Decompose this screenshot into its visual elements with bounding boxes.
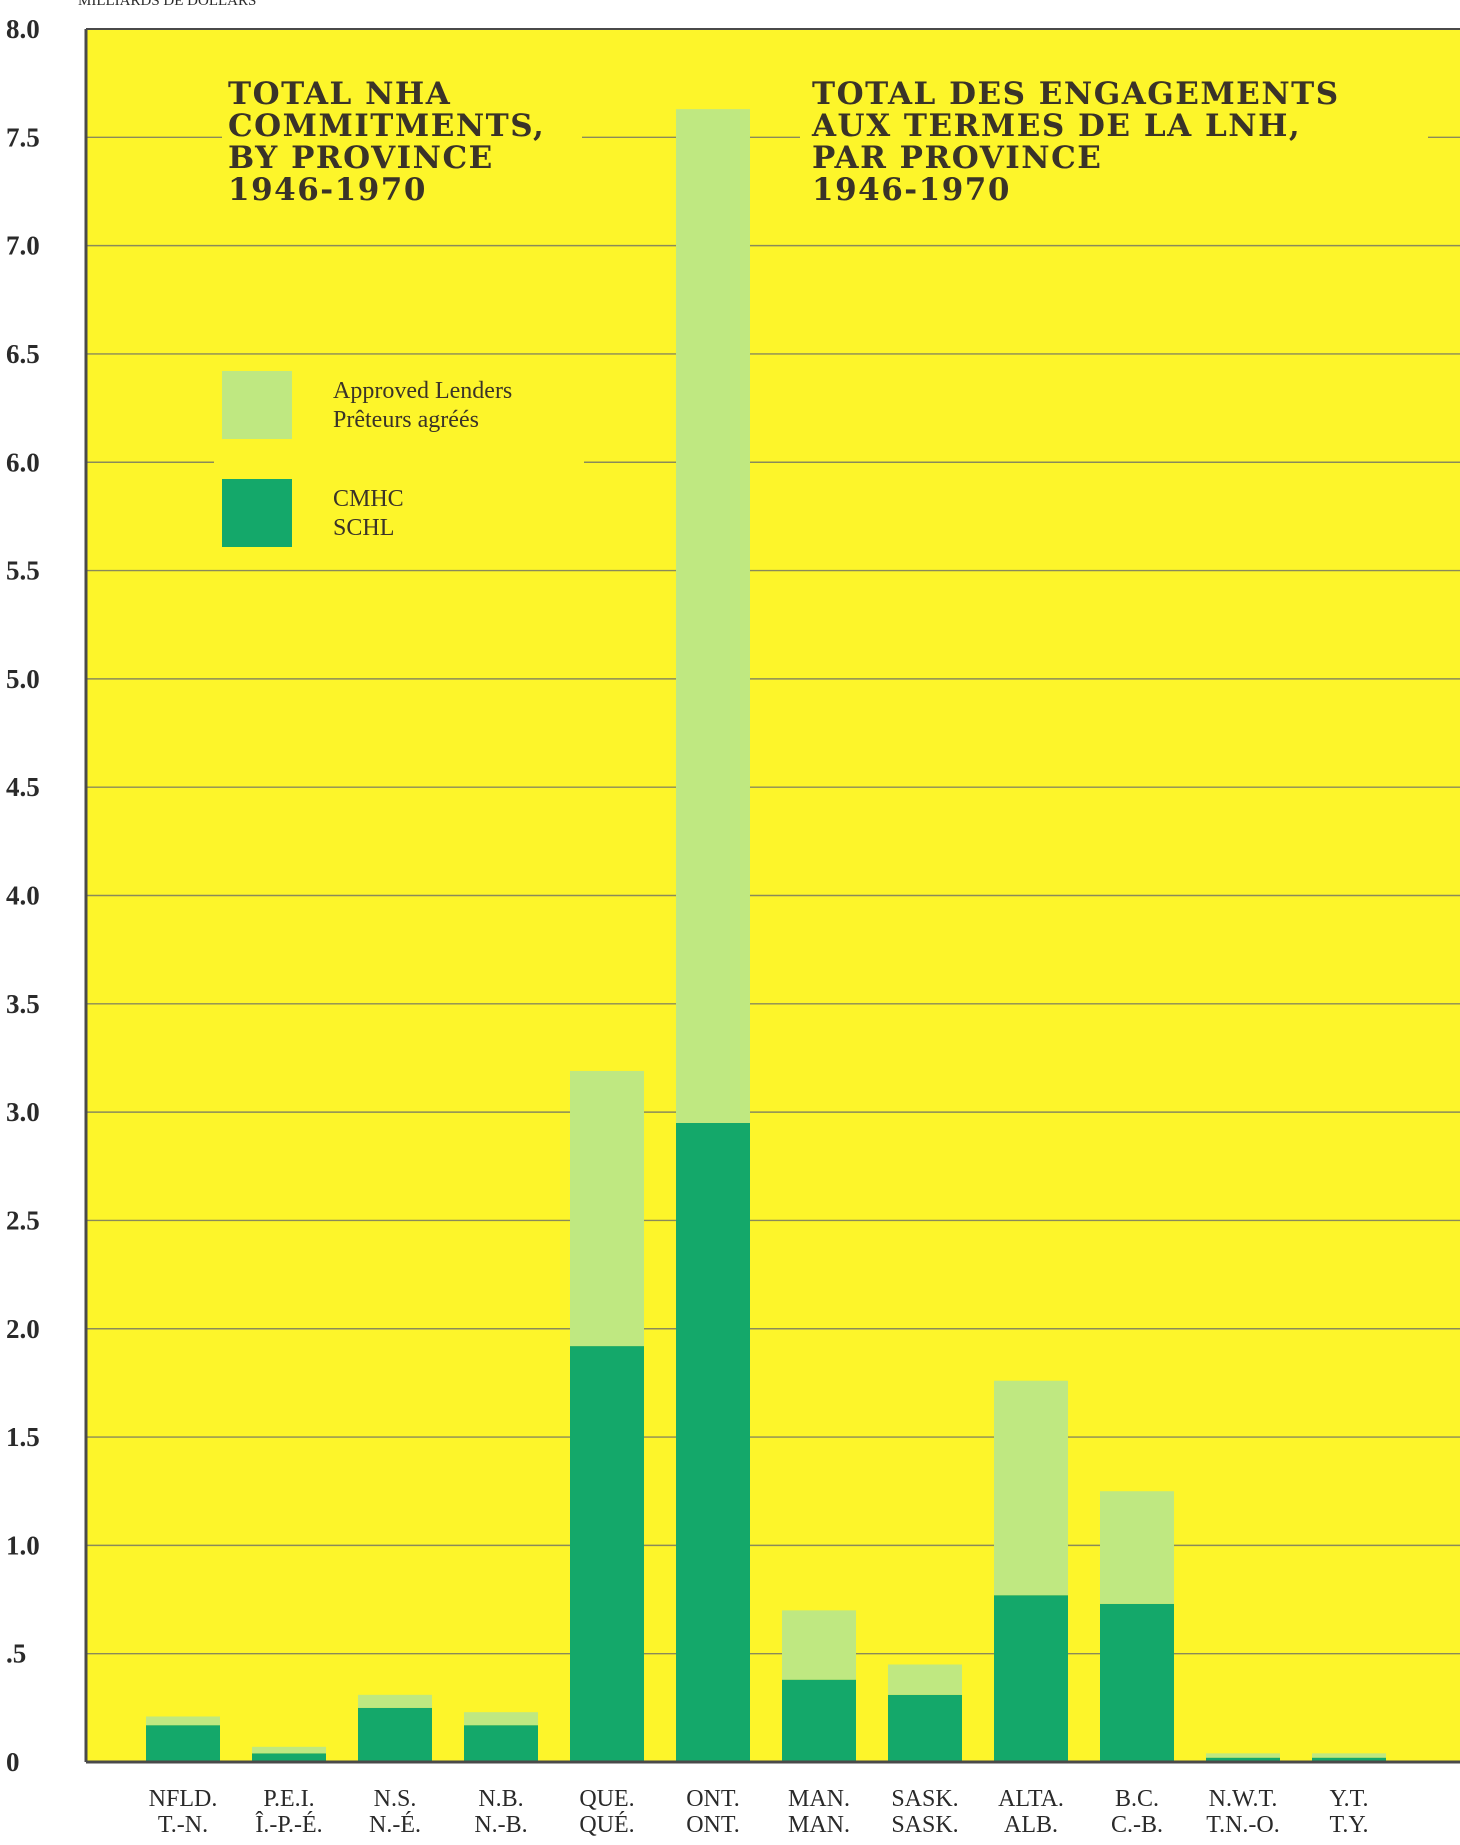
x-tick-label-sask: SASK.	[891, 1786, 958, 1812]
y-tick-label-6-0: 6.0	[6, 447, 40, 477]
x-tick-label-nfld: NFLD.	[149, 1786, 218, 1812]
x-tick-label-fr-sask: SASK.	[891, 1812, 958, 1838]
x-tick-label-n-b: N.B.	[478, 1786, 523, 1812]
y-tick-label-0-5: .5	[6, 1639, 26, 1669]
x-tick-label-man: MAN.	[788, 1786, 850, 1812]
x-tick-label-fr-man: MAN.	[788, 1812, 850, 1838]
bar-sask-approved-lenders	[888, 1664, 962, 1695]
title-english-line-1: TOTAL NHA	[228, 76, 451, 112]
x-tick-label-fr-que: QUÉ.	[579, 1812, 634, 1838]
x-tick-label-fr-alta: ALB.	[1004, 1812, 1058, 1838]
x-tick-label-y-t: Y.T.	[1329, 1786, 1368, 1812]
title-english-backing	[222, 74, 582, 214]
title-french-line-3: PAR PROVINCE	[812, 140, 1102, 176]
bar-n-b-approved-lenders	[464, 1712, 538, 1726]
title-french-line-1: TOTAL DES ENGAGEMENTS	[812, 76, 1340, 112]
bar-man-cmhc	[782, 1679, 856, 1762]
x-tick-label-p-e-i: P.E.I.	[263, 1786, 314, 1812]
bar-que-approved-lenders	[570, 1070, 644, 1347]
bar-p-e-i-cmhc	[252, 1753, 326, 1762]
x-tick-label-ont: ONT.	[686, 1786, 740, 1812]
bar-n-w-t-cmhc	[1206, 1757, 1280, 1762]
bar-n-s-approved-lenders	[358, 1694, 432, 1708]
y-tick-label-4-5: 4.5	[6, 772, 40, 802]
bar-que-cmhc	[570, 1346, 644, 1762]
x-tick-labels: NFLD.T.-N. P.E.I.Î.-P.-É. N.S.N.-É. N.B.N.-…	[149, 1786, 1369, 1838]
title-french-line-2: AUX TERMES DE LA LNH,	[811, 108, 1301, 144]
legend-label-cmhc-fr: SCHL	[333, 515, 394, 541]
bar-nfld-approved-lenders	[146, 1716, 220, 1726]
y-tick-label-1-0: 1.0	[6, 1530, 40, 1560]
bar-nfld-cmhc	[146, 1725, 220, 1762]
bar-alta-cmhc	[994, 1595, 1068, 1762]
bars	[146, 109, 1386, 1762]
x-tick-label-fr-p-e-i: Î.-P.-É.	[255, 1812, 322, 1838]
x-tick-label-fr-b-c: C.-B.	[1111, 1812, 1163, 1838]
y-tick-label-8-0: 8.0	[6, 14, 40, 44]
title-english: TOTAL NHA COMMITMENTS, BY PROVINCE 1946-…	[222, 74, 582, 214]
title-french-backing	[800, 74, 1428, 214]
y-tick-label-7-5: 7.5	[6, 122, 40, 152]
plot-frame	[84, 28, 1460, 1764]
x-tick-label-fr-n-s: N.-É.	[369, 1812, 421, 1838]
title-english-line-3: BY PROVINCE	[228, 140, 494, 176]
title-english-line-2: COMMITMENTS,	[228, 108, 545, 144]
x-tick-label-fr-n-b: N.-B.	[474, 1812, 527, 1838]
title-french-line-4: 1946-1970	[812, 172, 1011, 208]
legend-swatch-approved-lenders	[222, 371, 292, 439]
x-tick-label-n-w-t: N.W.T.	[1209, 1786, 1278, 1812]
gridlines	[86, 136, 1460, 1655]
y-tick-label-3-5: 3.5	[6, 989, 40, 1019]
legend-label-approved-lenders-en: Approved Lenders	[333, 378, 512, 404]
x-tick-label-b-c: B.C.	[1115, 1786, 1159, 1812]
y-tick-label-2-0: 2.0	[6, 1314, 40, 1344]
x-tick-label-n-s: N.S.	[374, 1786, 417, 1812]
x-tick-label-alta: ALTA.	[998, 1786, 1064, 1812]
x-tick-label-fr-y-t: T.Y.	[1329, 1812, 1368, 1838]
legend-label-approved-lenders-fr: Prêteurs agréés	[333, 407, 479, 433]
y-tick-label-1-5: 1.5	[6, 1422, 40, 1452]
x-tick-label-fr-nfld: T.-N.	[158, 1812, 208, 1838]
y-tick-label-5-5: 5.5	[6, 556, 40, 586]
y-tick-label-4-0: 4.0	[6, 881, 40, 911]
unit-label: MILLIARDS DE DOLLARS	[78, 0, 256, 9]
bar-y-t-cmhc	[1312, 1757, 1386, 1762]
bar-n-s-cmhc	[358, 1707, 432, 1762]
legend: Approved Lenders Prêteurs agréés CMHC SC…	[214, 360, 584, 558]
bar-b-c-approved-lenders	[1100, 1491, 1174, 1604]
y-tick-label-0: 0	[6, 1747, 20, 1777]
bar-alta-approved-lenders	[994, 1380, 1068, 1596]
bar-n-b-cmhc	[464, 1725, 538, 1762]
bar-p-e-i-approved-lenders	[252, 1746, 326, 1754]
y-tick-labels: 0 .5 1.0 1.5 2.0 2.5 3.0 3.5 4.0 4.5 5.0 5.5 6.0 6.5 7…	[6, 14, 40, 1777]
bar-ont-approved-lenders	[676, 109, 750, 1123]
x-tick-label-fr-n-w-t: T.N.-O.	[1206, 1812, 1280, 1838]
y-tick-label-5-0: 5.0	[6, 664, 40, 694]
x-tick-label-fr-ont: ONT.	[686, 1812, 740, 1838]
y-tick-label-2-5: 2.5	[6, 1205, 40, 1235]
bar-man-approved-lenders	[782, 1610, 856, 1680]
bar-ont-cmhc	[676, 1122, 750, 1762]
title-english-line-4: 1946-1970	[228, 172, 427, 208]
title-french: TOTAL DES ENGAGEMENTS AUX TERMES DE LA L…	[800, 74, 1428, 214]
legend-label-cmhc-en: CMHC	[333, 486, 404, 512]
y-tick-label-3-0: 3.0	[6, 1097, 40, 1127]
legend-swatch-cmhc	[222, 479, 292, 547]
bar-b-c-cmhc	[1100, 1603, 1174, 1762]
y-tick-label-7-0: 7.0	[6, 231, 40, 261]
bar-y-t-approved-lenders	[1312, 1753, 1386, 1758]
x-tick-label-que: QUE.	[579, 1786, 634, 1812]
bar-n-w-t-approved-lenders	[1206, 1753, 1280, 1758]
y-tick-label-6-5: 6.5	[6, 339, 40, 369]
bar-sask-cmhc	[888, 1694, 962, 1762]
